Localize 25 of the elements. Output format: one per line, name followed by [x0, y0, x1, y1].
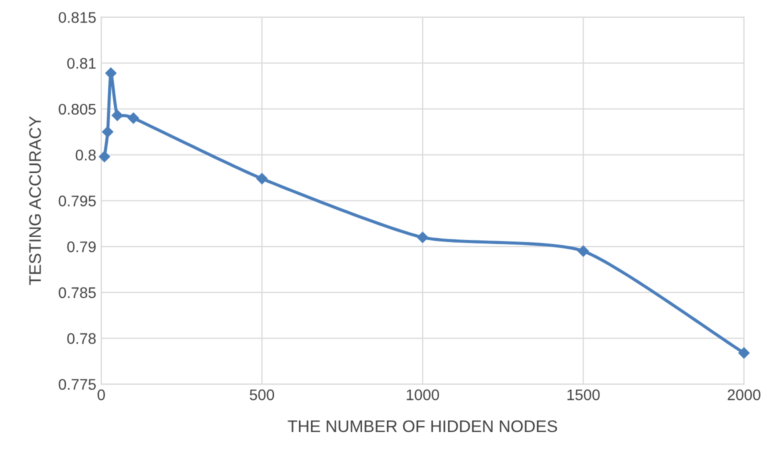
point [256, 173, 268, 184]
point [578, 246, 589, 257]
y-tick-label: 0.785 [58, 287, 96, 298]
y-tick-label: 0.795 [58, 196, 96, 206]
point [98, 151, 110, 162]
y-tick-label: 0.79 [67, 241, 96, 252]
x-axis-title: THE NUMBER OF HIDDEN NODES [288, 420, 558, 432]
point [417, 232, 428, 243]
y-tick-label: 0.8 [76, 150, 96, 160]
y-tick-label: 0.815 [58, 12, 96, 23]
point [128, 112, 139, 124]
x-tick-label: 1500 [567, 389, 600, 400]
x-tick-label: 1000 [406, 389, 440, 400]
point [105, 68, 116, 79]
x-tick-label: 500 [250, 389, 274, 400]
x-tick-label: 2000 [728, 389, 760, 400]
y-tick-label: 0.805 [58, 104, 96, 115]
y-tick-label: 0.78 [67, 333, 96, 344]
point [112, 110, 123, 121]
point [738, 347, 750, 359]
point [102, 126, 114, 138]
y-tick-label: 0.775 [58, 379, 96, 390]
y-axis-title: TESTING ACCURACY [29, 116, 41, 286]
y-tick-label: 0.81 [67, 58, 96, 69]
x-tick-label: 0 [98, 389, 105, 400]
